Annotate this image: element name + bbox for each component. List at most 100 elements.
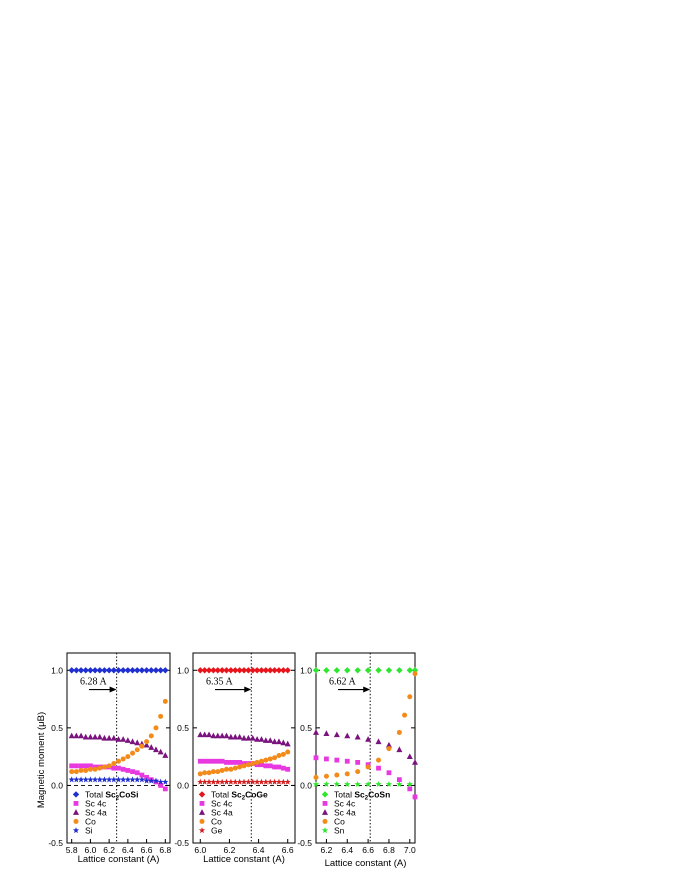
data-point-triangle xyxy=(313,729,319,735)
data-point-triangle xyxy=(232,733,239,740)
data-point-star xyxy=(240,778,248,785)
data-point-circle xyxy=(111,761,117,767)
data-point-triangle xyxy=(87,733,94,740)
data-point-triangle xyxy=(68,732,75,739)
chart-panels: 5.8 6.0 6.2 6.4 6.6 6.8-0.50.00.51.06.28 ATot… xyxy=(48,652,419,869)
data-point-square xyxy=(280,765,286,771)
legend-marker xyxy=(198,827,206,834)
data-point-square xyxy=(206,758,212,764)
data-point-diamond xyxy=(73,667,80,674)
series-diamond xyxy=(312,667,419,674)
data-point-circle xyxy=(125,754,131,760)
legend-label: Co xyxy=(211,816,222,826)
data-point-square xyxy=(285,766,291,772)
data-point-triangle xyxy=(344,732,351,739)
data-point-diamond xyxy=(91,667,99,674)
data-point-diamond xyxy=(68,667,75,674)
data-point-star xyxy=(205,778,213,785)
data-point-diamond xyxy=(385,667,393,674)
legend-marker xyxy=(322,818,328,824)
x-tick-label: 6.6 xyxy=(282,845,294,855)
data-point-square xyxy=(120,766,126,772)
data-point-triangle xyxy=(223,732,230,739)
data-point-diamond xyxy=(218,667,226,674)
data-point-circle xyxy=(83,767,89,773)
data-point-circle xyxy=(69,769,75,775)
x-tick-label: 6.8 xyxy=(383,845,395,855)
data-point-diamond xyxy=(227,667,235,674)
legend-formula-subscript: 2 xyxy=(116,795,120,801)
data-point-star xyxy=(232,778,239,785)
data-point-star xyxy=(201,778,208,785)
data-point-diamond xyxy=(411,667,419,674)
legend-label: Si xyxy=(85,825,93,835)
y-tick-label: -0.5 xyxy=(297,838,312,848)
data-point-star xyxy=(152,777,160,784)
series-circle xyxy=(69,698,168,775)
data-point-star xyxy=(280,778,287,785)
data-point-triangle xyxy=(115,736,122,742)
legend-label: Sc 4a xyxy=(334,807,356,817)
data-point-star xyxy=(333,780,340,787)
data-point-star xyxy=(129,776,136,783)
legend-marker xyxy=(73,801,79,806)
data-point-triangle xyxy=(78,732,85,739)
data-point-triangle xyxy=(124,737,131,743)
legend-label-total: Total Sc2CoGe xyxy=(211,789,268,801)
data-point-circle xyxy=(272,755,278,761)
data-point-circle xyxy=(344,771,350,777)
data-point-diamond xyxy=(96,667,103,674)
data-point-diamond xyxy=(205,667,213,674)
data-point-triangle xyxy=(134,739,141,746)
data-point-triangle xyxy=(267,737,274,743)
data-point-square xyxy=(263,763,269,769)
legend-marker xyxy=(72,827,80,834)
data-point-diamond xyxy=(152,667,160,674)
data-point-star xyxy=(219,778,226,785)
x-tick-label: 7.0 xyxy=(404,845,416,855)
data-point-triangle xyxy=(197,731,204,738)
data-point-square xyxy=(78,763,84,769)
data-point-circle xyxy=(232,765,238,771)
data-point-circle xyxy=(101,764,107,770)
data-point-circle xyxy=(323,773,329,779)
x-tick-label: 6.0 xyxy=(84,845,96,855)
annotation-arrow-head xyxy=(109,686,117,693)
series-star xyxy=(68,776,169,785)
legend-formula-subscript: 2 xyxy=(242,795,246,801)
data-point-diamond xyxy=(262,667,270,674)
data-point-circle xyxy=(92,766,98,772)
data-point-star xyxy=(77,776,85,783)
data-point-triangle xyxy=(210,732,217,739)
data-point-diamond xyxy=(253,667,261,674)
data-point-star xyxy=(284,778,291,785)
data-point-star xyxy=(96,776,103,783)
y-tick-label: 1.0 xyxy=(300,665,312,675)
data-point-diamond xyxy=(101,667,108,674)
data-point-square xyxy=(386,770,392,776)
legend-total-prefix: Total xyxy=(85,789,105,799)
data-point-star xyxy=(249,778,256,785)
data-point-diamond xyxy=(77,667,85,674)
data-point-diamond xyxy=(134,667,141,674)
legend-marker xyxy=(72,791,80,798)
data-point-square xyxy=(219,758,225,764)
data-point-circle xyxy=(139,743,145,749)
data-point-triangle xyxy=(162,752,169,758)
data-point-star xyxy=(262,778,269,785)
x-tick-label: 6.6 xyxy=(141,845,153,855)
equilibrium-annotation: 6.28 A xyxy=(80,677,107,688)
y-tick-label: 0.0 xyxy=(51,780,63,790)
series-circle xyxy=(313,671,418,780)
data-point-triangle xyxy=(365,736,372,742)
data-point-triangle xyxy=(396,746,403,753)
data-point-circle xyxy=(73,769,79,775)
data-point-circle xyxy=(334,772,340,778)
data-point-diamond xyxy=(201,667,208,674)
data-point-triangle xyxy=(271,738,278,745)
legend-label: Sn xyxy=(334,825,345,835)
data-point-square xyxy=(139,772,145,778)
data-point-circle xyxy=(386,746,392,752)
data-point-diamond xyxy=(258,667,265,674)
